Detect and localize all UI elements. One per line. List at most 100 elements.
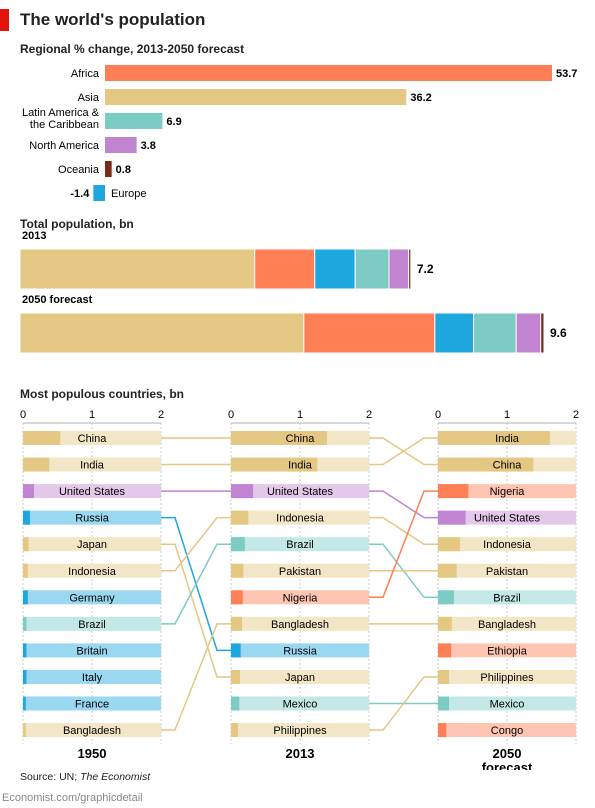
country-label: Brazil [286,539,314,551]
country-row-bg [23,669,161,684]
change-category-label: Oceania [58,164,100,176]
country-bar-nigeria [231,590,243,605]
country-label: Germany [69,592,115,604]
axis-tick-label: 1 [89,409,95,421]
country-row-bg [438,643,576,658]
total-row-label: 2013 [22,230,46,242]
country-bar-united-states [231,484,254,499]
panel-year-label: forecast [482,760,533,770]
country-label: Congo [491,725,523,737]
country-bar-brazil [23,616,27,631]
connector-bangladesh [161,623,231,731]
country-row-bg [231,484,369,499]
country-bar-pakistan [231,563,244,578]
axis-tick-label: 2 [573,409,579,421]
country-bar-pakistan [438,563,457,578]
connector-india [369,437,438,466]
country-label: Italy [82,672,103,684]
connector-indonesia [161,516,231,572]
total-segment-europe [314,248,356,290]
country-label: Indonesia [68,566,117,578]
change-bar-europe [93,185,105,201]
section-title-countries: Most populous countries, bn [20,387,184,401]
country-row-bg [231,669,369,684]
country-label: India [495,433,520,445]
country-label: China [286,433,316,445]
country-label: Japan [285,672,315,684]
country-row-bg [23,643,161,658]
change-bar-north-america [105,137,137,153]
country-bar-indonesia [23,563,28,578]
total-value-label: 7.2 [417,262,434,276]
country-bar-russia [231,643,241,658]
country-label: India [80,460,105,472]
country-row-bg [231,510,369,525]
total-segment-africa [254,248,316,290]
country-label: Brazil [78,619,106,631]
country-row-bg [438,616,576,631]
panel-year-label: 1950 [78,746,107,761]
total-segment-europe [434,312,475,354]
country-label: United States [267,486,334,498]
connector-united-states [369,490,438,519]
connector-indonesia [369,516,438,545]
country-row-bg [231,563,369,578]
source-prefix: Source: UN; [20,771,81,783]
country-row-bg [23,723,161,738]
country-row-bg [231,723,369,738]
country-bar-china [23,431,61,445]
country-label: Indonesia [483,539,532,551]
total-segment-latin-america-the-caribbean [354,248,390,290]
axis-tick-label: 2 [158,409,164,421]
change-value-label: 6.9 [166,116,181,128]
change-category-label: Asia [78,92,100,104]
country-bar-congo [438,723,447,738]
change-value-label: 36.2 [410,92,431,104]
axis-tick-label: 2 [366,409,372,421]
country-bar-japan [231,669,240,684]
country-label: Russia [283,645,318,657]
total-segment-asia [19,248,256,290]
country-label: Brazil [493,592,521,604]
country-row-bg [438,696,576,711]
country-row-bg [231,590,369,605]
country-label: Nigeria [490,486,526,498]
change-value-label: 53.7 [556,68,577,80]
country-bar-china [231,431,327,445]
change-category-label: Africa [71,68,100,80]
country-bar-mexico [231,696,240,711]
country-row-bg [231,537,369,552]
country-bar-brazil [438,590,454,605]
country-row-bg [23,590,161,605]
country-bar-italy [23,669,27,684]
country-bar-russia [23,510,30,525]
country-bar-philippines [438,669,450,684]
site-url: Economist.com/graphicdetail [2,792,143,804]
country-row-bg [231,696,369,711]
country-bar-bangladesh [231,616,243,631]
country-label: Mexico [283,699,318,711]
country-label: Pakistan [279,566,321,578]
country-bar-china [438,457,534,472]
country-bar-britain [23,643,27,658]
axis-tick-label: 1 [504,409,510,421]
country-row-bg [438,537,576,552]
total-segment-oceania [540,312,545,354]
country-label: Japan [77,539,107,551]
country-label: Mexico [490,699,525,711]
connector-brazil [161,543,231,625]
change-bar-africa [105,65,552,81]
connector-nigeria [369,490,438,599]
country-label: Ethiopia [487,645,528,657]
country-label: United States [59,486,126,498]
country-label: Russia [75,513,110,525]
country-bar-indonesia [438,537,461,552]
panel-year-label: 2013 [286,746,315,761]
country-bar-india [438,431,550,445]
axis-tick-label: 0 [20,409,26,421]
country-row-bg [438,484,576,499]
panel-year-label: 2050 [493,746,522,761]
change-bar-oceania [105,161,112,177]
connector-philippines [369,676,438,731]
country-row-bg [438,723,576,738]
